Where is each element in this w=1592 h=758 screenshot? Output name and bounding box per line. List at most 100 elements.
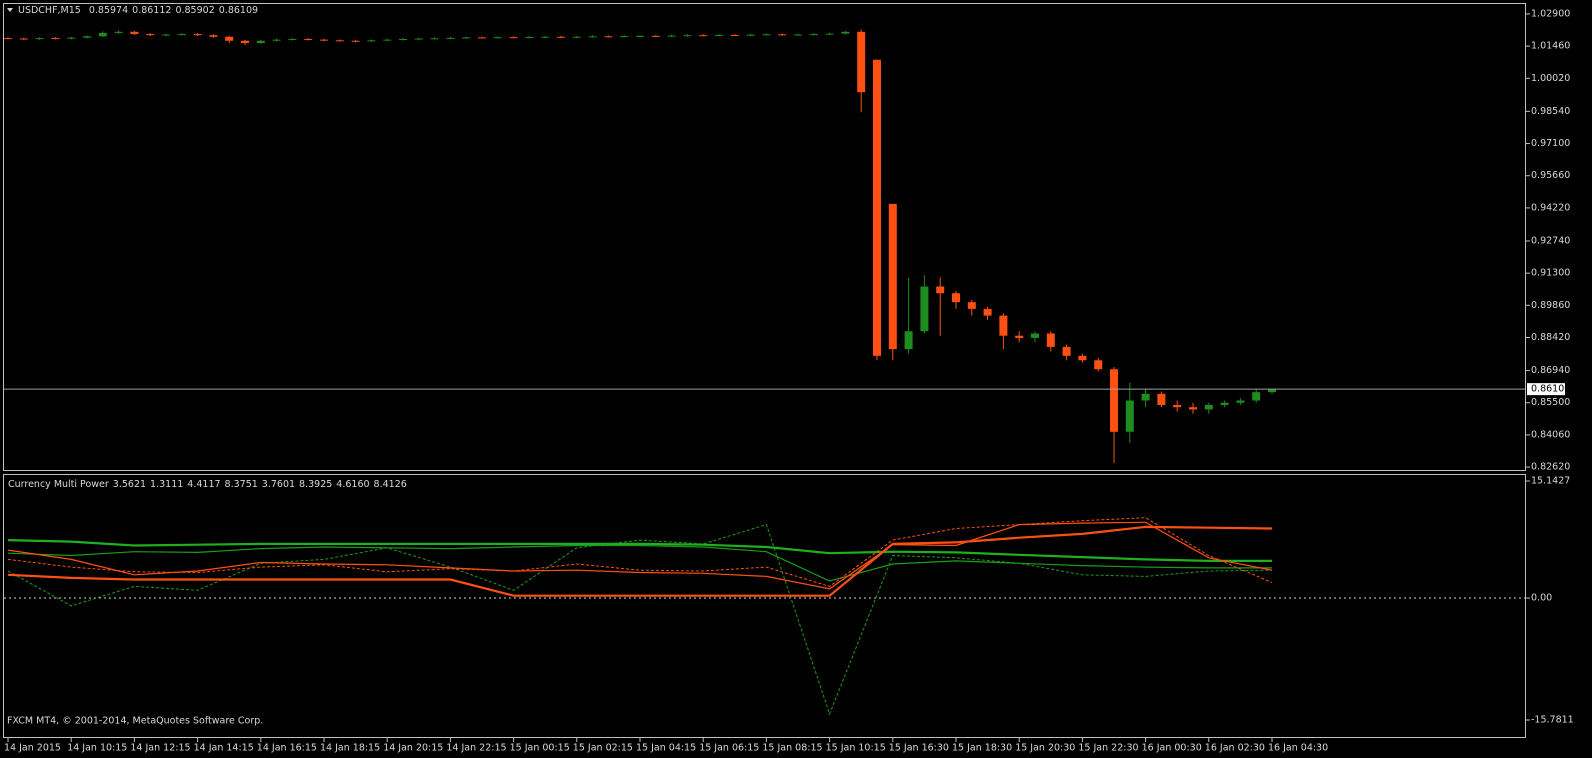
candle-body: [19, 38, 28, 40]
x-tick-label: 15 Jan 22:30: [1078, 743, 1138, 754]
candle-body: [1157, 393, 1166, 405]
candle-body: [1189, 407, 1197, 410]
candle-body: [146, 34, 155, 36]
x-tick-label: 14 Jan 12:15: [130, 743, 190, 754]
header-value: 8.3751: [225, 479, 258, 490]
candle-body: [35, 38, 44, 40]
candle-body: [351, 40, 360, 42]
candle-body: [620, 36, 629, 38]
candle-body: [1173, 404, 1182, 408]
x-tick-label: 15 Jan 08:15: [762, 743, 822, 754]
indicator-panel: [3, 474, 1526, 738]
footer: FXCM MT4, © 2001-2014, MetaQuotes Softwa…: [7, 716, 263, 727]
candle-body: [320, 39, 328, 41]
candle-body: [462, 37, 471, 39]
menu-arrow[interactable]: [7, 8, 13, 12]
candle-body: [241, 40, 249, 43]
candle-body: [162, 34, 170, 36]
candle-body: [1078, 355, 1087, 361]
candle-body: [636, 35, 644, 37]
y-tick-label: 0.86940: [1531, 365, 1570, 376]
x-tick-label: 15 Jan 18:30: [952, 743, 1012, 754]
candle-body: [1015, 335, 1024, 338]
header-value: 4.4117: [187, 479, 220, 490]
header-value: 1.3111: [150, 479, 183, 490]
price-panel: [3, 3, 1526, 471]
candle-body: [936, 286, 945, 294]
candle-body: [272, 39, 281, 41]
candle-body: [999, 315, 1008, 336]
price-header: USDCHF,M15 0.85974 0.86112 0.85902 0.86109: [18, 5, 258, 16]
candle-body: [1094, 360, 1103, 370]
indicator-line: [7, 517, 1273, 587]
candle-body: [114, 31, 123, 33]
indicator-line: [7, 521, 1273, 590]
symbol: USDCHF,M15: [18, 5, 81, 16]
header-value: 8.3925: [299, 479, 332, 490]
x-tick-label: 14 Jan 14:15: [194, 743, 254, 754]
y-tick-label: 0.00: [1531, 593, 1552, 604]
candle-body: [478, 37, 486, 39]
x-tick-label: 16 Jan 04:30: [1268, 743, 1328, 754]
candle-body: [130, 31, 139, 35]
y-tick-label: 0.91300: [1531, 268, 1570, 279]
y-tick-label: 15.1427: [1531, 476, 1570, 487]
y-tick-label: 1.01460: [1531, 41, 1570, 52]
candle-body: [873, 59, 881, 356]
x-tick-label: 15 Jan 10:15: [826, 743, 886, 754]
x-tick-label: 16 Jan 02:30: [1205, 743, 1265, 754]
x-tick-label: 15 Jan 20:30: [1015, 743, 1075, 754]
candle-body: [225, 36, 234, 41]
candle-body: [952, 293, 960, 303]
indicator-line: [7, 523, 1273, 716]
candle-body: [98, 32, 107, 37]
candle-body: [493, 37, 502, 39]
y-tick-label: 0.92740: [1531, 235, 1570, 246]
candle-body: [778, 34, 787, 36]
x-tick-label: 15 Jan 02:15: [573, 743, 633, 754]
y-tick-label: 0.82620: [1531, 462, 1570, 473]
candle-body: [335, 40, 344, 42]
candle-body: [557, 36, 565, 38]
header-value: 4.6160: [336, 479, 369, 490]
candle-body: [809, 34, 818, 36]
candle-body: [746, 34, 755, 36]
candle-body: [83, 36, 91, 38]
candle-body: [888, 203, 897, 350]
candle-body: [446, 37, 455, 39]
header-value: 0.86109: [219, 5, 258, 16]
candle-body: [983, 308, 992, 316]
y-tick-label: 0.95660: [1531, 170, 1570, 181]
candle-body: [67, 37, 76, 39]
last-price-label: 0.86109: [1531, 384, 1570, 395]
candle-body: [699, 35, 708, 37]
x-tick-label: 15 Jan 04:15: [636, 743, 696, 754]
candle-body: [51, 38, 60, 40]
candle-body: [430, 38, 439, 40]
x-tick-label: 14 Jan 18:15: [320, 743, 380, 754]
candle-body: [715, 34, 723, 36]
candle-body: [1268, 389, 1276, 393]
header-value: 3.5621: [113, 479, 146, 490]
x-tick-label: 16 Jan 00:30: [1142, 743, 1202, 754]
x-tick-label: 14 Jan 20:15: [383, 743, 443, 754]
candle-body: [509, 37, 518, 39]
candle-body: [525, 36, 534, 38]
x-tick-label: 14 Jan 2015: [4, 743, 61, 754]
y-tick-label: 0.85500: [1531, 397, 1570, 408]
y-tick-label: 0.97100: [1531, 138, 1570, 149]
candle-body: [841, 31, 850, 34]
candle-body: [1125, 400, 1134, 432]
candle-body: [1031, 333, 1039, 338]
candle-body: [967, 302, 976, 309]
candle-body: [1110, 369, 1118, 432]
y-tick-label: 0.94220: [1531, 202, 1570, 213]
indicator-title: Currency Multi Power: [8, 479, 109, 490]
candle-body: [1046, 333, 1055, 347]
candle-body: [920, 286, 929, 332]
header-value: 0.85902: [175, 5, 214, 16]
last-price-box: [1527, 383, 1565, 396]
x-tick-label: 14 Jan 16:15: [257, 743, 317, 754]
